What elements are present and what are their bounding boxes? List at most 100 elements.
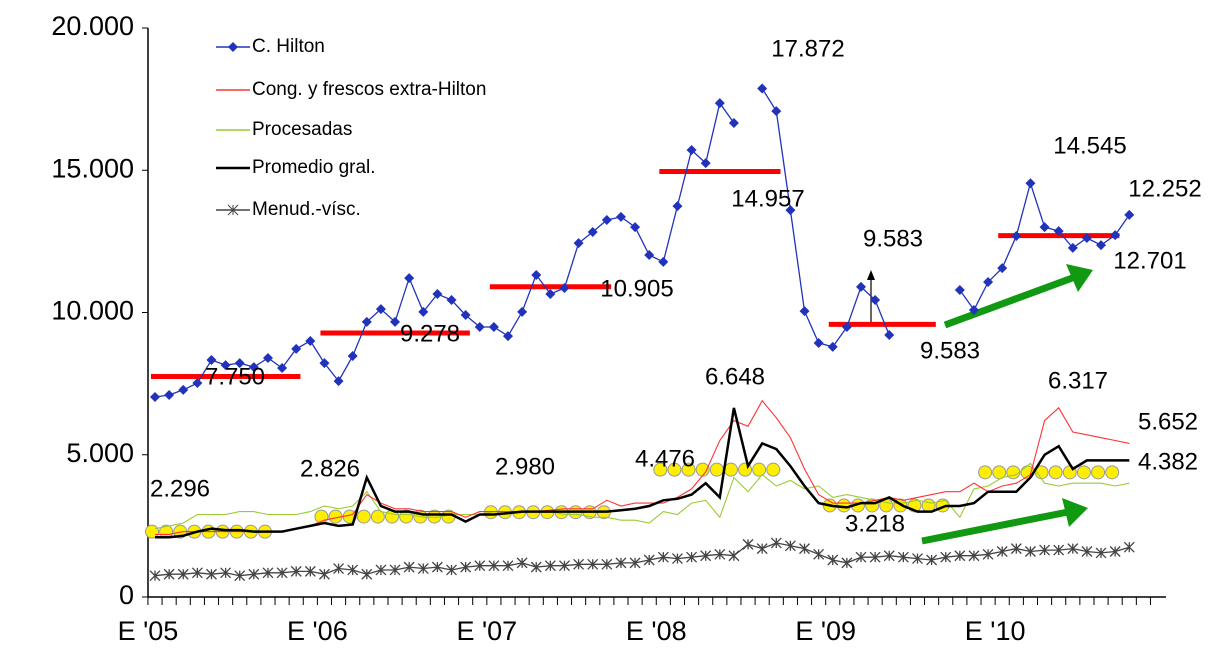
trend-arrow xyxy=(921,508,1069,545)
point xyxy=(813,337,824,348)
point xyxy=(488,322,499,333)
hilton-average-label: 12.701 xyxy=(1113,247,1186,274)
point xyxy=(347,351,358,362)
point xyxy=(686,551,698,563)
series xyxy=(154,462,1130,530)
point xyxy=(573,558,585,570)
point xyxy=(163,568,175,580)
annotation: 9.583 xyxy=(863,225,923,252)
point xyxy=(1010,543,1022,555)
point xyxy=(1110,230,1121,241)
point xyxy=(446,564,457,576)
x-tick-label: E '07 xyxy=(456,616,517,646)
series xyxy=(150,83,1135,402)
point xyxy=(869,551,881,563)
point xyxy=(771,106,782,117)
point xyxy=(1039,544,1051,556)
point xyxy=(587,558,599,570)
x-tick-label: E '10 xyxy=(965,616,1026,646)
general-average-dot xyxy=(1091,465,1106,480)
point xyxy=(206,355,217,366)
point xyxy=(912,553,923,565)
arrow-head xyxy=(1062,498,1088,527)
general-average-label: 2.296 xyxy=(150,475,210,502)
point xyxy=(1067,543,1079,555)
point xyxy=(601,215,612,226)
legend-marker xyxy=(228,42,238,52)
point xyxy=(291,343,302,354)
point xyxy=(333,563,345,575)
point xyxy=(630,222,641,233)
point xyxy=(968,550,980,562)
hilton-average-label: 9.278 xyxy=(400,320,460,347)
point xyxy=(234,358,245,369)
general-average-dot xyxy=(766,462,781,477)
point xyxy=(178,384,189,395)
point xyxy=(262,567,274,579)
point xyxy=(191,567,203,579)
point xyxy=(644,250,655,261)
point xyxy=(672,201,683,212)
point xyxy=(997,263,1008,274)
point xyxy=(517,306,528,317)
point xyxy=(530,561,542,573)
series-line xyxy=(155,399,1130,535)
point xyxy=(474,322,485,333)
point xyxy=(333,376,344,387)
point xyxy=(488,560,500,572)
point xyxy=(996,546,1008,557)
hilton-average-label: 7.750 xyxy=(205,363,265,390)
point xyxy=(884,329,895,340)
x-tick-label: E '09 xyxy=(795,616,856,646)
point xyxy=(1124,209,1135,220)
point xyxy=(615,557,627,569)
general-average-dot xyxy=(1076,465,1091,480)
annotation: 6.648 xyxy=(705,363,765,390)
point xyxy=(418,306,429,317)
x-tick-label: E '08 xyxy=(626,616,687,646)
point xyxy=(164,390,175,401)
point xyxy=(220,360,231,371)
general-average-dot xyxy=(709,462,724,477)
y-tick-label: 0 xyxy=(119,580,134,610)
point xyxy=(361,316,372,327)
point xyxy=(150,391,160,402)
point xyxy=(1025,178,1036,189)
point xyxy=(954,285,965,296)
point xyxy=(1067,242,1078,253)
point xyxy=(431,561,443,573)
series-line xyxy=(154,462,1130,530)
point xyxy=(686,145,697,156)
general-average-label: 4.382 xyxy=(1138,448,1198,475)
general-average-dot xyxy=(723,462,738,477)
point xyxy=(432,289,443,300)
point xyxy=(375,564,387,576)
general-average-dot xyxy=(752,462,767,477)
point xyxy=(234,570,246,582)
point xyxy=(375,304,386,315)
point xyxy=(1039,222,1050,233)
point xyxy=(220,567,232,579)
y-tick-label: 10.000 xyxy=(51,296,134,326)
point xyxy=(1096,240,1107,251)
general-average-dot xyxy=(978,465,993,480)
point xyxy=(347,564,359,576)
general-average-dot xyxy=(1006,465,1021,480)
point xyxy=(1011,230,1022,241)
point xyxy=(657,551,669,563)
point xyxy=(983,277,994,288)
general-average-dot xyxy=(399,509,414,524)
point xyxy=(304,565,316,577)
arrow-head xyxy=(1066,264,1093,292)
point xyxy=(841,322,852,333)
series xyxy=(149,537,1135,582)
point xyxy=(714,548,726,560)
general-average-label: 3.218 xyxy=(845,510,905,537)
y-tick-label: 15.000 xyxy=(51,153,134,183)
hilton-average-label: 10.905 xyxy=(600,275,673,302)
point xyxy=(870,294,881,305)
point xyxy=(1123,541,1135,553)
y-tick-label: 5.000 xyxy=(66,438,134,468)
annotation: 12.252 xyxy=(1128,175,1201,202)
point xyxy=(940,551,952,563)
